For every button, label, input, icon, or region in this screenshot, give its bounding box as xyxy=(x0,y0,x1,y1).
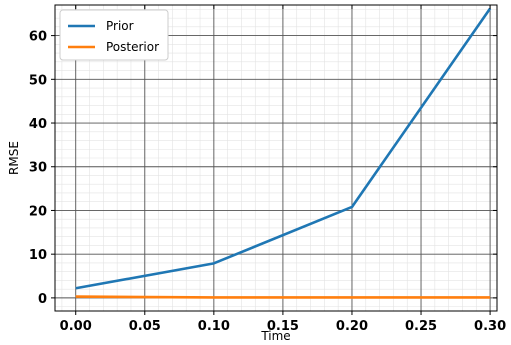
plot-frame xyxy=(54,4,498,312)
y-tick-label: 10 xyxy=(29,248,47,263)
series-layer xyxy=(75,7,492,299)
tick-labels: 0.00 0.05 0.10 0.15 0.20 0.25 0.30 0 10 20 30 40 50 6… xyxy=(29,30,506,334)
y-tick-label: 0 xyxy=(38,292,47,307)
y-tick-label: 40 xyxy=(29,117,47,132)
x-tick-label: 0.05 xyxy=(129,319,161,334)
x-tick-label: 0.25 xyxy=(405,319,437,334)
series-line-prior xyxy=(75,7,492,290)
x-tick-label: 0.00 xyxy=(60,319,92,334)
y-tick-label: 20 xyxy=(29,204,47,219)
x-tick-label: 0.15 xyxy=(267,319,299,334)
axis-ticks xyxy=(51,5,497,315)
y-tick-label: 30 xyxy=(29,161,47,176)
y-tick-label: 50 xyxy=(29,73,47,88)
x-tick-label: 0.20 xyxy=(336,319,368,334)
legend-label-prior: Prior xyxy=(106,19,134,33)
legend-label-posterior: Posterior xyxy=(106,40,159,54)
series-line-posterior xyxy=(75,295,491,299)
y-axis-label: RMSE xyxy=(7,141,21,175)
x-tick-label: 0.30 xyxy=(474,319,506,334)
legend: Prior Posterior xyxy=(59,9,169,61)
x-axis-label: Time xyxy=(260,329,290,343)
y-tick-label: 60 xyxy=(29,30,47,45)
x-tick-label: 0.10 xyxy=(198,319,230,334)
